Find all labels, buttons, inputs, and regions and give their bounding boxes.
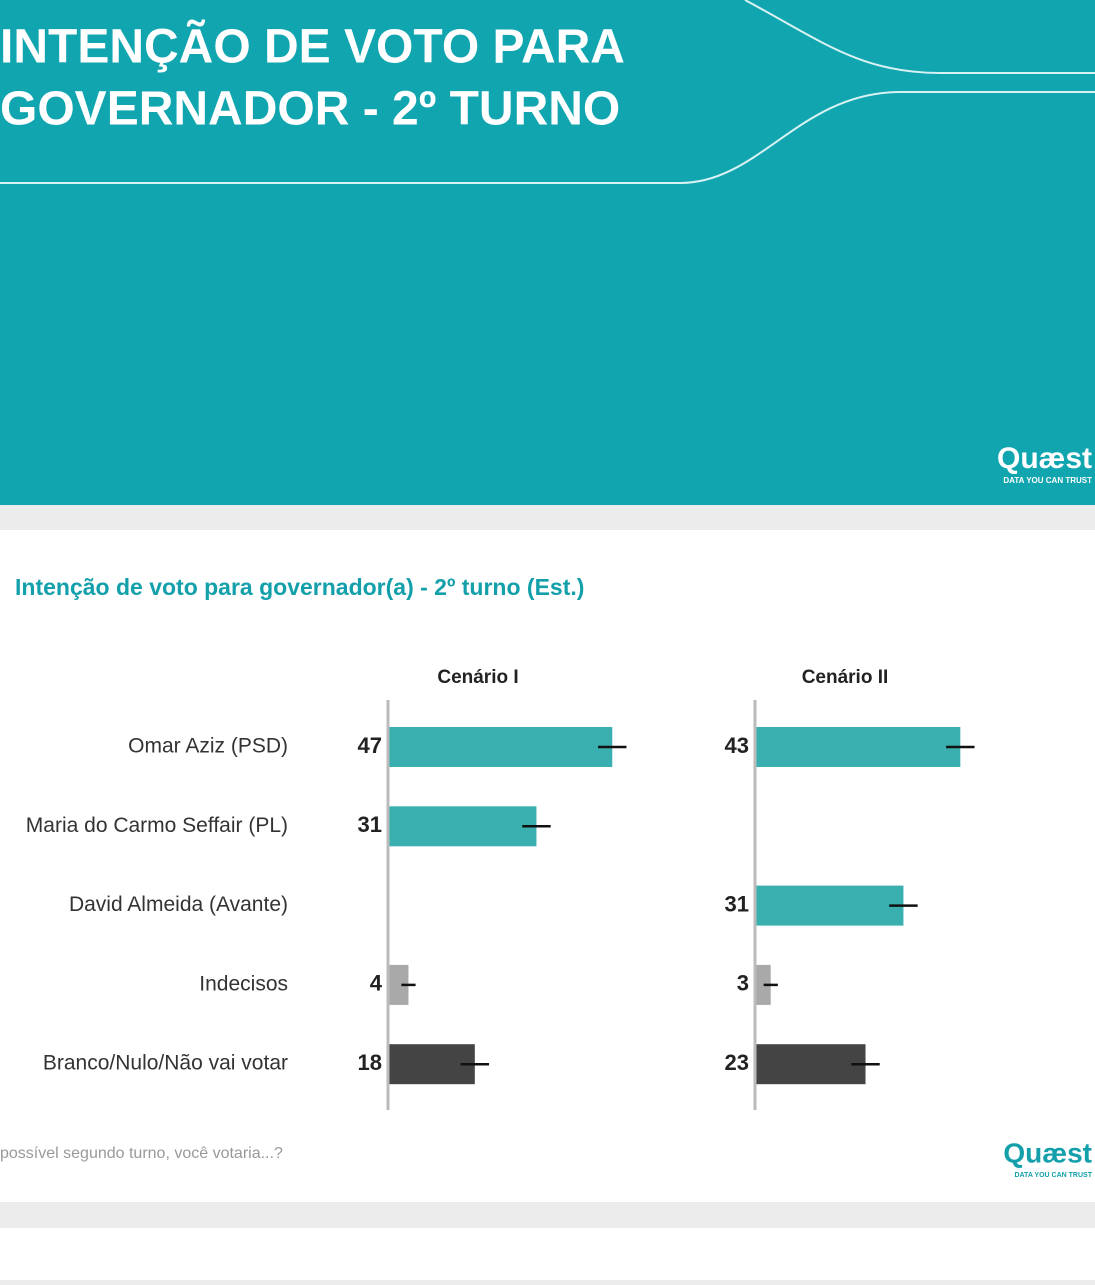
value-label: 47 (358, 733, 382, 758)
category-label: Indecisos (199, 972, 288, 995)
category-label: Branco/Nulo/Não vai votar (43, 1052, 288, 1075)
value-label: 3 (737, 971, 749, 996)
logo: Quæst (997, 442, 1092, 475)
logo: Quæst (1003, 1137, 1092, 1168)
category-label: Omar Aziz (PSD) (128, 735, 288, 758)
value-label: 23 (725, 1050, 749, 1075)
value-label: 18 (358, 1050, 382, 1075)
value-label: 43 (725, 733, 749, 758)
chart: Omar Aziz (PSD) Maria do Carmo Seffair (P… (26, 667, 975, 1110)
banner-title: GOVERNADOR - 2º TURNO (0, 83, 620, 136)
footnote: possível segundo turno, você votaria...? (0, 1145, 283, 1162)
next-slide (0, 1228, 1095, 1280)
bar (756, 885, 904, 926)
bar (756, 727, 961, 767)
bar (389, 727, 613, 767)
value-label: 31 (725, 891, 749, 916)
decor-curve (0, 91, 1095, 184)
banner (0, 0, 1095, 505)
value-label: 4 (370, 971, 383, 996)
banner-title: INTENÇÃO DE VOTO PARA (0, 19, 625, 74)
category-label: Maria do Carmo Seffair (PL) (26, 814, 288, 837)
slide (0, 530, 1095, 1202)
bar (389, 806, 537, 847)
panel-header: Cenário I (437, 667, 518, 688)
decor-curve (744, 0, 1095, 74)
slide-title: Intenção de voto para governador(a) - 2º… (15, 574, 584, 600)
logo-tagline: DATA YOU CAN TRUST (1014, 1172, 1092, 1179)
bar (756, 1044, 866, 1085)
panel-header: Cenário II (802, 667, 889, 688)
bar (389, 964, 409, 1005)
value-label: 31 (358, 812, 382, 837)
category-label: David Almeida (Avante) (69, 893, 288, 916)
logo-tagline: DATA YOU CAN TRUST (1003, 476, 1092, 485)
